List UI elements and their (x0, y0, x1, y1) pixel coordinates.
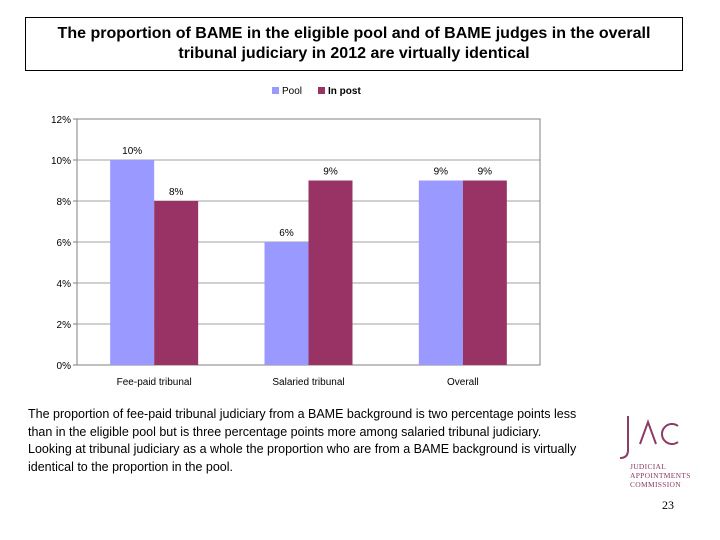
data-label: 6% (279, 228, 294, 239)
y-tick-label: 8% (57, 197, 72, 208)
caption-text: The proportion of fee-paid tribunal judi… (28, 407, 577, 474)
bar-chart: 0% 2% 4% 6% 8% 10% 12% 10% 8% Fee-paid tribunal 6%… (51, 86, 541, 388)
jac-logo: JUDICIAL APPOINTMENTS COMMISSION (612, 412, 708, 498)
bar (154, 201, 199, 365)
slide-title: The proportion of BAME in the eligible p… (57, 25, 651, 62)
bar (418, 180, 463, 365)
data-label: 9% (478, 167, 493, 178)
y-tick-label: 12% (51, 115, 71, 126)
legend-swatch (272, 87, 279, 94)
x-category-label: Fee-paid tribunal (117, 377, 192, 388)
bar (462, 180, 507, 365)
y-tick-label: 2% (57, 320, 72, 331)
legend-swatch (318, 87, 325, 94)
y-tick-label: 0% (57, 361, 72, 372)
y-tick-label: 4% (57, 279, 72, 290)
logo-text: JUDICIAL APPOINTMENTS COMMISSION (630, 462, 715, 489)
data-label: 9% (434, 167, 449, 178)
bar (110, 160, 155, 365)
legend-label: In post (328, 86, 361, 97)
bar (264, 242, 309, 365)
y-tick-label: 6% (57, 238, 72, 249)
page-number: 23 (662, 498, 674, 512)
logo-line: COMMISSION (630, 480, 681, 489)
logo-line: APPOINTMENTS (630, 471, 691, 480)
x-category-label: Salaried tribunal (272, 377, 344, 388)
bar (308, 180, 353, 365)
data-label: 10% (122, 146, 142, 157)
title-box: The proportion of BAME in the eligible p… (25, 17, 683, 71)
jac-logo-mark-icon (619, 416, 679, 459)
logo-line: JUDICIAL (630, 462, 667, 471)
y-tick-label: 10% (51, 156, 71, 167)
data-label: 8% (169, 187, 184, 198)
data-label: 9% (323, 167, 338, 178)
x-category-label: Overall (447, 377, 479, 388)
legend-label: Pool (282, 86, 302, 97)
